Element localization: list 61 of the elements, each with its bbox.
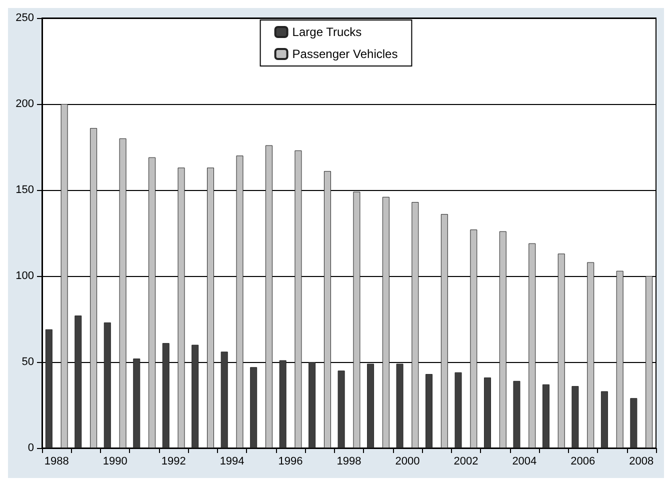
bar xyxy=(207,168,214,448)
legend-label: Passenger Vehicles xyxy=(292,47,398,61)
bar xyxy=(324,171,331,448)
bar xyxy=(528,243,536,448)
x-tick-label: 2006 xyxy=(570,456,596,468)
bar xyxy=(454,372,462,448)
bar xyxy=(162,343,170,448)
bar xyxy=(440,214,448,448)
bar xyxy=(646,276,653,448)
bar xyxy=(470,230,478,448)
x-tick-label: 2000 xyxy=(395,456,420,468)
bar xyxy=(178,168,185,448)
bar xyxy=(484,377,491,448)
bar xyxy=(630,398,638,448)
bar xyxy=(353,192,360,448)
bar xyxy=(45,329,52,448)
bar xyxy=(367,364,374,448)
bar xyxy=(382,196,390,448)
bar xyxy=(426,374,433,448)
x-tick-label: 1994 xyxy=(220,456,244,468)
bar xyxy=(250,367,258,448)
bar xyxy=(220,352,228,448)
y-tick-label: 250 xyxy=(16,12,34,24)
bar xyxy=(412,202,419,448)
x-tick-label: 1988 xyxy=(44,456,69,468)
x-tick-label: 1990 xyxy=(102,456,128,468)
x-tick-label: 2002 xyxy=(454,456,478,468)
bar xyxy=(104,322,111,448)
bar xyxy=(279,360,286,448)
y-tick-label: 200 xyxy=(16,98,34,110)
bar xyxy=(119,138,126,448)
bar xyxy=(60,104,68,448)
x-tick-label: 1992 xyxy=(161,456,186,468)
bar xyxy=(616,270,624,448)
y-tick-label: 150 xyxy=(16,184,34,196)
x-tick-label: 1998 xyxy=(336,456,362,468)
bar xyxy=(294,150,302,448)
y-tick-label: 100 xyxy=(16,270,34,282)
x-tick-label: 2008 xyxy=(629,456,654,468)
x-tick-label: 2004 xyxy=(512,456,537,468)
bar xyxy=(90,128,98,448)
y-tick-label: 50 xyxy=(22,356,34,368)
bar xyxy=(236,156,244,448)
bar xyxy=(542,384,550,448)
bar xyxy=(499,231,506,448)
bar xyxy=(587,262,594,448)
bar xyxy=(192,344,199,448)
bar xyxy=(74,316,82,448)
bar xyxy=(133,358,140,448)
bar xyxy=(396,364,404,448)
bar xyxy=(148,157,156,448)
y-tick-label: 0 xyxy=(28,442,34,454)
legend-label: Large Trucks xyxy=(292,25,362,39)
bar xyxy=(265,145,272,448)
x-tick-label: 1996 xyxy=(278,456,303,468)
bar xyxy=(572,386,579,448)
bar xyxy=(558,254,565,448)
bar xyxy=(513,380,520,448)
bar xyxy=(308,362,316,448)
bar xyxy=(600,391,608,448)
bar xyxy=(338,370,345,448)
